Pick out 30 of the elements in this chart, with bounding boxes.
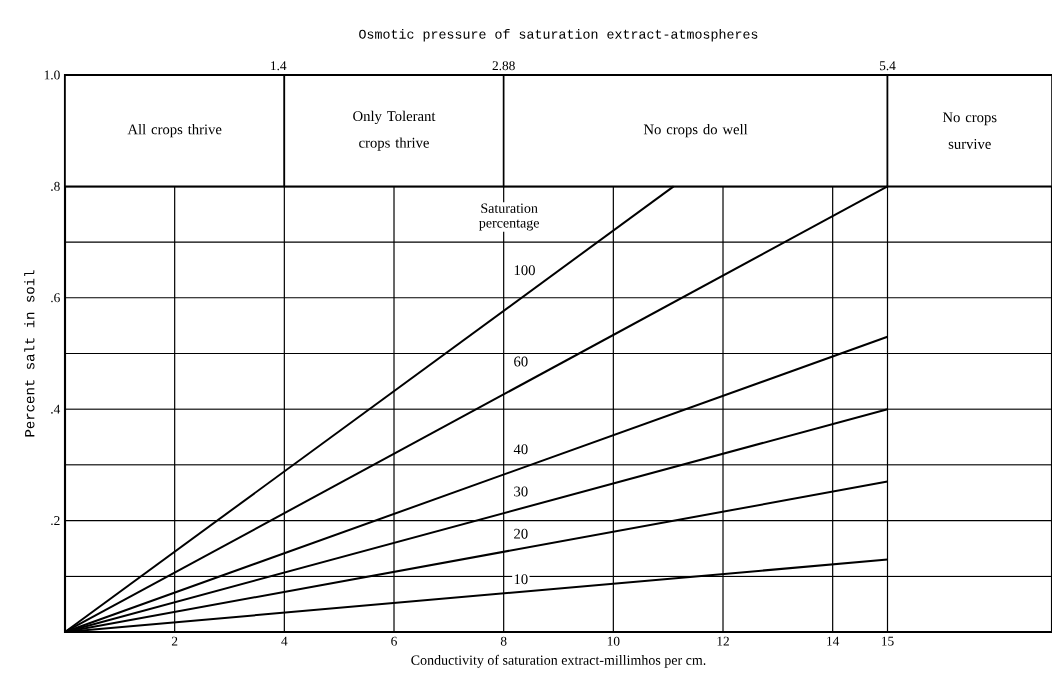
x-tick-label: 2 bbox=[171, 636, 178, 646]
series-label: 30 bbox=[514, 486, 528, 497]
series-label: 20 bbox=[514, 528, 528, 539]
series-label: 10 bbox=[514, 574, 528, 585]
x-tick-label: 8 bbox=[500, 636, 507, 646]
y-tick-label: .4 bbox=[51, 404, 61, 414]
x-tick-label: 14 bbox=[827, 636, 840, 646]
x-tick-label: 10 bbox=[607, 636, 620, 646]
x2-tick-label: 1.4 bbox=[271, 61, 287, 71]
y-tick-label: .2 bbox=[51, 516, 60, 526]
x2-tick-label: 5.4 bbox=[879, 61, 896, 71]
annotation: Saturation percentage bbox=[479, 203, 539, 231]
x-tick-label: 6 bbox=[391, 636, 397, 646]
x2-axis-title: Osmotic pressure of saturation extract-atmospheres bbox=[359, 28, 758, 42]
y-tick-label: .8 bbox=[51, 181, 60, 191]
x-axis-title: Conductivity of saturation extract-millimhos per cm. bbox=[411, 654, 706, 668]
series-label: 40 bbox=[513, 444, 528, 455]
y-tick-label: 1.0 bbox=[44, 70, 60, 80]
x-tick-label: 4 bbox=[281, 636, 288, 646]
x-tick-label: 15 bbox=[882, 636, 894, 646]
band-label: No crops survive bbox=[942, 112, 997, 149]
series-label: 60 bbox=[514, 356, 528, 367]
band-label: No crops do well bbox=[643, 124, 748, 138]
band-label: Only Tolerant crops thrive bbox=[353, 110, 436, 151]
band-label: All crops thrive bbox=[127, 124, 222, 138]
series-label: 100 bbox=[514, 265, 535, 276]
y-tick-label: .6 bbox=[51, 293, 60, 303]
y-axis-title: Percent salt in soil bbox=[24, 270, 35, 437]
x2-tick-label: 2.88 bbox=[492, 61, 515, 71]
x-tick-label: 12 bbox=[717, 636, 729, 646]
